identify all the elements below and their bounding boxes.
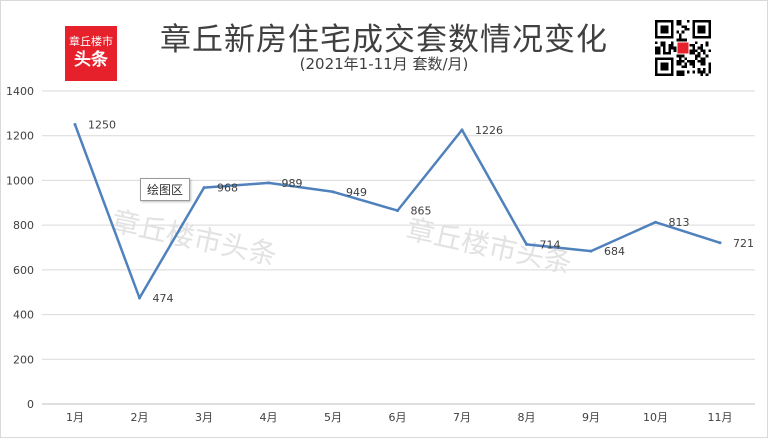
- x-tick-label: 3月: [195, 411, 213, 424]
- data-label: 949: [346, 186, 367, 199]
- gridlines: [42, 90, 755, 405]
- plot-area-tooltip: 绘图区: [140, 178, 191, 201]
- x-tick-label: 11月: [708, 411, 733, 424]
- data-point: [331, 190, 335, 194]
- chart-subtitle: (2021年1-11月 套数/月): [299, 55, 469, 73]
- y-tick-label: 400: [13, 309, 34, 322]
- data-point: [460, 128, 464, 132]
- data-point: [718, 241, 722, 245]
- x-tick-label: 4月: [260, 411, 278, 424]
- y-tick-label: 200: [13, 353, 34, 366]
- data-label: 813: [669, 216, 690, 229]
- qr-code-icon: [655, 20, 711, 76]
- logo-line-2: 头条: [74, 50, 108, 70]
- data-point: [525, 242, 528, 246]
- x-axis-ticks: 1月 2月 3月 4月 5月 6月 7月 8月 9月 10月 11月: [66, 411, 733, 424]
- data-point: [202, 186, 206, 190]
- data-label: 1226: [475, 124, 503, 137]
- data-point: [267, 181, 270, 185]
- y-tick-label: 800: [13, 219, 34, 232]
- data-label: 989: [282, 177, 303, 190]
- chart-title: 章丘新房住宅成交套数情况变化: [160, 22, 608, 58]
- x-tick-label: 6月: [389, 411, 407, 424]
- data-label: 1250: [88, 119, 116, 132]
- data-point: [73, 123, 77, 127]
- data-points: [73, 123, 722, 300]
- data-point: [396, 209, 399, 213]
- y-tick-label: 1200: [6, 130, 34, 143]
- data-point: [138, 296, 141, 300]
- x-tick-label: 7月: [453, 411, 471, 424]
- watermark-1: 章丘楼市头条: [109, 205, 280, 272]
- data-label: 721: [733, 237, 754, 250]
- data-point: [654, 220, 657, 224]
- x-tick-label: 10月: [643, 411, 668, 424]
- data-point: [589, 249, 593, 253]
- data-label: 968: [217, 182, 238, 195]
- data-label: 865: [411, 205, 432, 218]
- data-label: 714: [540, 238, 561, 251]
- x-tick-label: 8月: [518, 411, 536, 424]
- logo-line-1: 章丘楼市: [69, 35, 113, 48]
- x-tick-label: 1月: [66, 411, 84, 424]
- x-tick-label: 2月: [131, 411, 149, 424]
- data-label: 474: [153, 292, 174, 305]
- x-tick-label: 9月: [582, 411, 600, 424]
- y-tick-label: 1400: [6, 85, 34, 98]
- data-labels: 1250 474 968 989 949 865 1226 714 684 813 721: [88, 119, 754, 305]
- y-tick-label: 600: [13, 264, 34, 277]
- x-tick-label: 5月: [324, 411, 342, 424]
- data-label: 684: [604, 245, 625, 258]
- y-axis-ticks: 0 200 400 600 800 1000 1200 1400: [6, 85, 34, 411]
- y-tick-label: 0: [27, 398, 34, 411]
- y-tick-label: 1000: [6, 174, 34, 187]
- brand-logo: 章丘楼市 头条: [65, 26, 117, 81]
